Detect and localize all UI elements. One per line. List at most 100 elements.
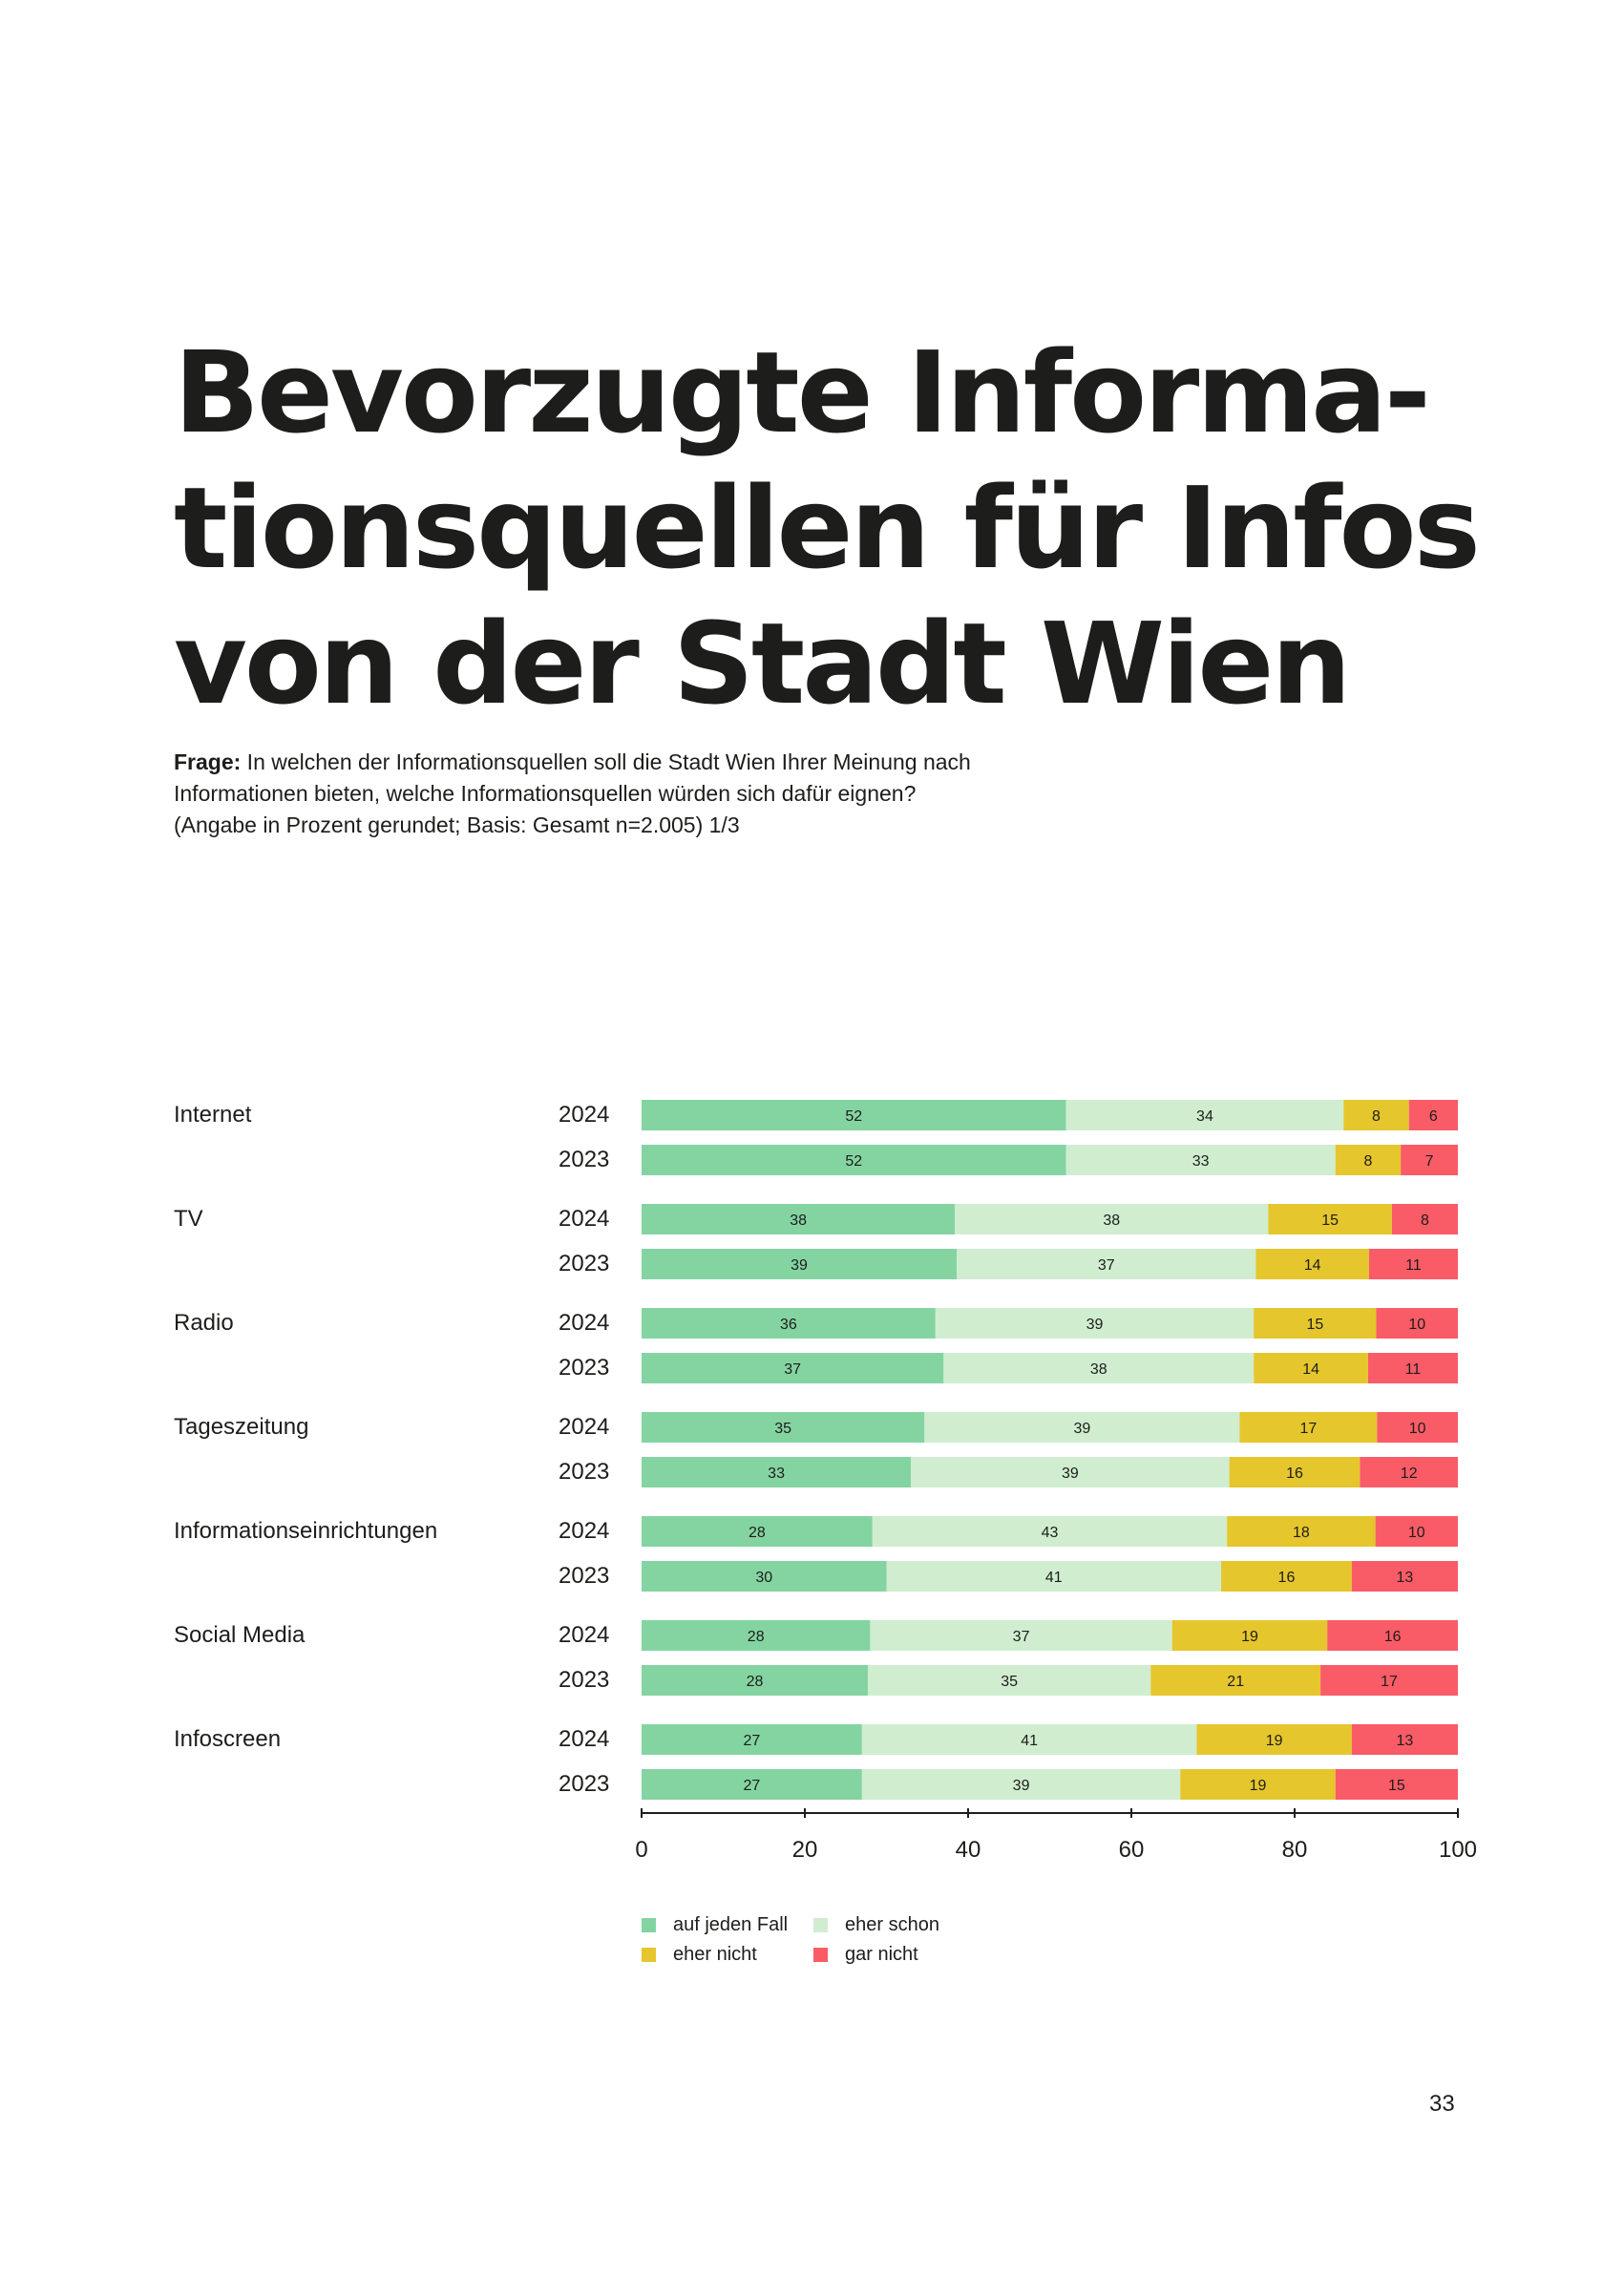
bar-segment [1376,1308,1458,1339]
bar-segment [1239,1412,1378,1443]
data-label: 36 [780,1317,797,1333]
data-label: 28 [748,1629,765,1645]
data-label: 28 [749,1525,766,1541]
data-label: 13 [1397,1733,1414,1749]
question-line-1-text: In welchen der Informationsquellen soll … [241,749,971,774]
chart-legend: auf jeden Fall eher schon eher nicht gar… [642,1914,1043,1966]
data-label: 10 [1408,1317,1425,1333]
year-label: 2023 [559,1563,610,1589]
bar-segment [1150,1665,1321,1696]
bar-segment [1401,1145,1458,1175]
question-line-1: Frage: In welchen der Informationsquelle… [174,747,1224,778]
data-label: 19 [1266,1733,1283,1749]
bar-segment [924,1412,1240,1443]
year-label: 2023 [559,1459,610,1485]
bar-segment [642,1457,912,1487]
data-label: 33 [1192,1153,1210,1170]
legend-label: gar nicht [845,1944,918,1965]
data-label: 37 [1013,1629,1030,1645]
bar-segment [1227,1516,1376,1547]
data-label: 15 [1388,1778,1405,1794]
data-label: 39 [1062,1466,1079,1482]
bar-segment [1335,1769,1458,1800]
bar-segment [955,1204,1269,1234]
title-line: Bevorzugte Informa- [174,327,1431,458]
question-label: Frage: [174,749,242,774]
year-label: 2023 [559,1147,610,1172]
year-label: 2024 [559,1622,610,1648]
data-label: 27 [744,1778,761,1794]
bar-segment [1268,1204,1392,1234]
legend-swatch [813,1948,828,1962]
year-label: 2023 [559,1355,610,1381]
bar-segment [642,1516,873,1547]
bar-segment [642,1100,1066,1130]
data-label: 27 [744,1733,761,1749]
data-label: 8 [1421,1213,1429,1229]
data-label: 39 [791,1257,808,1274]
bar-segment [642,1769,862,1800]
bar-segment [1335,1145,1402,1175]
legend-label: eher nicht [673,1944,757,1965]
data-label: 41 [1021,1733,1038,1749]
title-line: von der Stadt Wien [174,598,1351,729]
bar-segment [642,1665,869,1696]
bar-segment [1351,1561,1458,1592]
data-label: 19 [1250,1778,1267,1794]
bar-segment [1360,1457,1458,1487]
bar-segment [1375,1516,1458,1547]
data-label: 38 [790,1213,807,1229]
bar-segment [1229,1457,1360,1487]
data-label: 19 [1241,1629,1258,1645]
legend-label: eher schon [845,1914,939,1935]
data-label: 8 [1363,1153,1372,1170]
bar-segment [1367,1353,1458,1383]
year-label: 2024 [559,1414,610,1440]
data-label: 15 [1321,1213,1339,1229]
x-tick-label: 80 [1282,1837,1308,1863]
page-title: Bevorzugte Informa- tionsquellen für Inf… [174,325,1481,731]
bar-segment [1221,1561,1352,1592]
data-label: 8 [1372,1108,1381,1125]
legend-swatch [642,1948,656,1962]
bar-segment [957,1249,1256,1279]
data-label: 37 [1098,1257,1115,1274]
data-label: 14 [1302,1361,1319,1378]
year-label: 2024 [559,1310,610,1336]
title-line: tionsquellen für Infos [174,462,1481,594]
data-label: 52 [845,1108,862,1125]
bar-segment [1065,1100,1344,1130]
bar-segment [642,1145,1066,1175]
data-label: 7 [1425,1153,1434,1170]
bar-segment [1255,1249,1369,1279]
data-label: 11 [1405,1257,1422,1274]
data-label: 39 [1013,1778,1030,1794]
bar-segment [1327,1620,1458,1651]
legend-item: eher nicht [642,1944,813,1966]
x-tick-label: 20 [792,1837,818,1863]
data-label: 28 [747,1674,764,1690]
category-label: Radio [174,1310,234,1336]
bar-segment [642,1724,862,1755]
bar-segment [642,1249,958,1279]
year-label: 2024 [559,1518,610,1544]
x-tick-label: 0 [635,1837,647,1863]
data-label: 39 [1073,1421,1090,1437]
bar-segment [870,1620,1172,1651]
data-label: 15 [1306,1317,1323,1333]
data-label: 17 [1381,1674,1398,1690]
legend-swatch [642,1918,656,1932]
year-label: 2024 [559,1206,610,1232]
legend-item: gar nicht [813,1944,1004,1966]
category-label: Tageszeitung [174,1414,309,1440]
bar-segment [1254,1308,1377,1339]
bar-segment [642,1412,925,1443]
data-label: 10 [1408,1525,1425,1541]
year-label: 2023 [559,1251,610,1276]
bar-segment [1343,1100,1409,1130]
bar-segment [1180,1769,1336,1800]
bar-segment [872,1516,1228,1547]
x-tick-label: 60 [1119,1837,1145,1863]
category-label: TV [174,1206,203,1232]
page-number: 33 [1429,2091,1455,2117]
